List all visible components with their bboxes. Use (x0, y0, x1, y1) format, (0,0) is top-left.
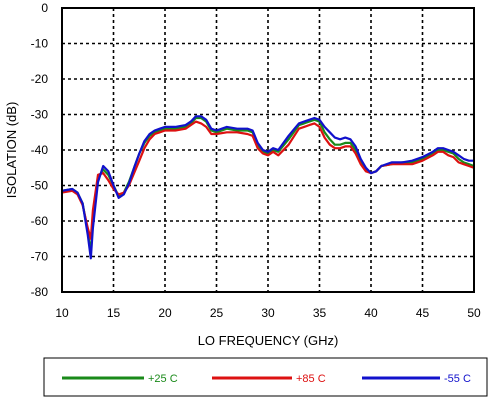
x-tick-label: 40 (364, 306, 378, 320)
x-axis-title: LO FREQUENCY (GHz) (198, 333, 339, 348)
x-tick-labels: 10 15 20 25 30 35 40 45 50 (55, 306, 481, 320)
series-layer (61, 115, 475, 260)
x-tick-label: 50 (467, 306, 481, 320)
series-line-3 (61, 115, 474, 260)
legend-label: +85 C (296, 373, 326, 385)
y-tick-label: -30 (31, 108, 49, 122)
y-tick-label: -40 (31, 143, 49, 157)
legend: +25 C +85 C -55 C (43, 357, 488, 397)
y-tick-label: -20 (31, 72, 49, 86)
y-tick-labels: 0 -10 -20 -30 -40 -50 -60 -70 -80 (31, 1, 49, 299)
x-tick-label: 25 (210, 306, 224, 320)
y-tick-label: -50 (31, 179, 49, 193)
x-tick-label: 35 (313, 306, 327, 320)
y-axis-title: ISOLATION (dB) (4, 102, 19, 199)
y-tick-label: -80 (31, 285, 49, 299)
x-tick-label: 30 (261, 306, 275, 320)
legend-label: -55 C (444, 373, 471, 385)
x-tick-label: 20 (158, 306, 172, 320)
y-tick-label: -10 (31, 37, 49, 51)
y-tick-label: -70 (31, 250, 49, 264)
x-tick-label: 10 (55, 306, 69, 320)
grid (62, 8, 474, 292)
y-tick-label: -60 (31, 214, 49, 228)
plot-frame (61, 7, 475, 293)
series-line-2 (61, 120, 475, 240)
x-tick-label: 15 (107, 306, 121, 320)
legend-box (43, 357, 488, 397)
legend-label: +25 C (148, 373, 178, 385)
y-tick-label: 0 (41, 1, 48, 15)
x-tick-label: 45 (416, 306, 430, 320)
